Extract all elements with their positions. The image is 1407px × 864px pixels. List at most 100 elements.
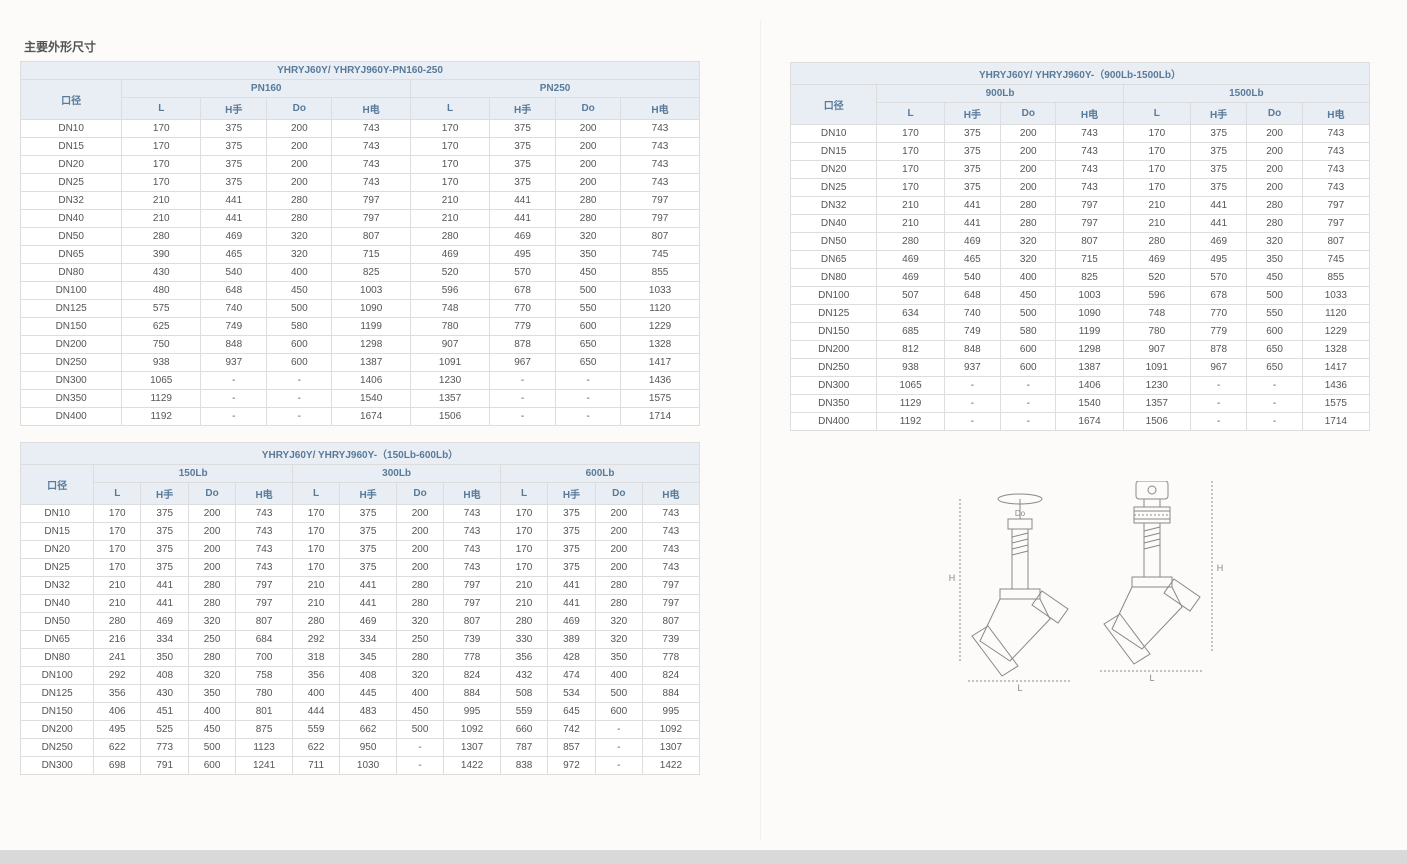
cell: 469 [877, 269, 944, 287]
col-sub: Do [189, 483, 236, 505]
col-sub: L [501, 483, 548, 505]
cell: 170 [411, 174, 490, 192]
cell: 200 [189, 505, 236, 523]
cell: DN150 [21, 703, 94, 721]
cell: - [944, 413, 1000, 431]
cell: DN15 [21, 523, 94, 541]
table-row: DN4001192--16741506--1714 [791, 413, 1370, 431]
cell: 210 [94, 577, 141, 595]
cell: 450 [1247, 269, 1302, 287]
cell: 1406 [1056, 377, 1123, 395]
cell: 375 [201, 120, 267, 138]
cell: DN65 [21, 631, 94, 649]
cell: 662 [340, 721, 397, 739]
cell: - [1190, 413, 1246, 431]
cell: 200 [595, 505, 642, 523]
cell: 807 [621, 228, 700, 246]
cell: 698 [94, 757, 141, 775]
cell: 758 [236, 667, 293, 685]
cell: 210 [411, 192, 490, 210]
cell: 1387 [332, 354, 411, 372]
cell: 1090 [1056, 305, 1123, 323]
cell: 280 [556, 210, 621, 228]
cell: 200 [1247, 161, 1302, 179]
cell: 857 [547, 739, 595, 757]
cell: 1387 [1056, 359, 1123, 377]
cell: 350 [141, 649, 189, 667]
table-row: DN15170375200743170375200743170375200743 [21, 523, 700, 541]
table-title: YHRYJ60Y/ YHRYJ960Y-（900Lb-1500Lb） [791, 63, 1370, 85]
cell: DN32 [21, 192, 122, 210]
cell: 441 [201, 210, 267, 228]
cell: 200 [397, 505, 444, 523]
cell: 469 [411, 246, 490, 264]
cell: - [267, 408, 332, 426]
cell: 1506 [411, 408, 490, 426]
cell: 500 [397, 721, 444, 739]
cell: 938 [877, 359, 944, 377]
cell: 280 [1247, 197, 1302, 215]
cell: 743 [332, 174, 411, 192]
cell: 441 [944, 197, 1000, 215]
cell: 907 [1123, 341, 1190, 359]
cell: 432 [501, 667, 548, 685]
cell: 375 [944, 179, 1000, 197]
cell: 495 [489, 246, 555, 264]
cell: 280 [189, 649, 236, 667]
cell: DN40 [791, 215, 877, 233]
cell: 375 [201, 138, 267, 156]
col-sub: Do [595, 483, 642, 505]
cell: 280 [1001, 215, 1056, 233]
col-sub: Do [1247, 103, 1302, 125]
cell: 320 [189, 667, 236, 685]
table-row: DN65469465320715469495350745 [791, 251, 1370, 269]
cell: 622 [94, 739, 141, 757]
cell: 525 [141, 721, 189, 739]
cell: 375 [141, 559, 189, 577]
cell: 170 [877, 125, 944, 143]
cell: 967 [1190, 359, 1246, 377]
cell: 210 [411, 210, 490, 228]
cell: 350 [189, 685, 236, 703]
cell: 634 [877, 305, 944, 323]
cell: 200 [267, 120, 332, 138]
cell: 1129 [122, 390, 201, 408]
table-row: DN2004955254508755596625001092660742-109… [21, 721, 700, 739]
cell: 200 [595, 523, 642, 541]
cell: 280 [122, 228, 201, 246]
cell: 950 [340, 739, 397, 757]
cell: DN150 [21, 318, 122, 336]
cell: 441 [201, 192, 267, 210]
table-row: DN10048064845010035966785001033 [21, 282, 700, 300]
cell: - [595, 739, 642, 757]
cell: 600 [1001, 359, 1056, 377]
cell: 1065 [122, 372, 201, 390]
cell: 1120 [621, 300, 700, 318]
cell: 375 [944, 161, 1000, 179]
cell: 1033 [621, 282, 700, 300]
cell: 743 [642, 505, 699, 523]
cell: 280 [397, 577, 444, 595]
cell: 855 [621, 264, 700, 282]
cell: 749 [944, 323, 1000, 341]
cell: 469 [877, 251, 944, 269]
cell: 770 [1190, 305, 1246, 323]
cell: DN25 [791, 179, 877, 197]
table-row: DN3501129--15401357--1575 [21, 390, 700, 408]
col-sub: L [122, 98, 201, 120]
cell: 375 [1190, 179, 1246, 197]
table-row: DN15170375200743170375200743 [21, 138, 700, 156]
cell: 430 [122, 264, 201, 282]
table-row: DN15040645140080144448345099555964560099… [21, 703, 700, 721]
cell: 210 [94, 595, 141, 613]
cell: 1328 [621, 336, 700, 354]
cell: 678 [1190, 287, 1246, 305]
cell: 684 [236, 631, 293, 649]
col-group: 600Lb [501, 465, 700, 483]
cell: 995 [444, 703, 501, 721]
cell: 1123 [236, 739, 293, 757]
cell: 648 [944, 287, 1000, 305]
cell: - [556, 408, 621, 426]
cell: 711 [293, 757, 340, 775]
cell: 787 [501, 739, 548, 757]
